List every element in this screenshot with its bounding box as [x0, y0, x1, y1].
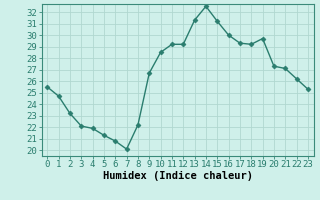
X-axis label: Humidex (Indice chaleur): Humidex (Indice chaleur) [103, 171, 252, 181]
